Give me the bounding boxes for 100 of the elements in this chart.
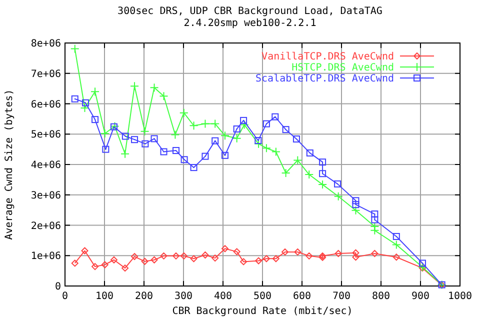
point <box>80 104 90 113</box>
point <box>200 119 210 128</box>
point <box>306 252 313 260</box>
x-tick-label: 200 <box>134 291 154 302</box>
point <box>371 216 378 224</box>
point <box>172 252 180 260</box>
point <box>282 126 290 134</box>
point <box>122 132 129 140</box>
point <box>202 152 209 160</box>
point <box>190 164 198 172</box>
point <box>293 156 302 165</box>
point <box>262 255 270 262</box>
point <box>120 149 130 158</box>
x-axis-title: CBR Background Rate (mbit/sec) <box>172 306 353 317</box>
point <box>233 248 240 256</box>
point <box>122 264 129 272</box>
point <box>150 256 158 264</box>
point <box>392 240 401 250</box>
point <box>102 146 110 153</box>
point <box>160 252 168 260</box>
y-tick-label: 6e+06 <box>30 99 61 110</box>
point <box>306 149 314 156</box>
point <box>255 257 262 264</box>
point <box>131 136 138 144</box>
point <box>210 119 220 128</box>
legend-label: ScalableTCP.DRS AveCwnd <box>256 74 394 84</box>
y-tick-label: 4e+06 <box>30 160 61 171</box>
point <box>220 131 230 140</box>
point <box>371 250 378 257</box>
point <box>281 168 290 178</box>
point <box>142 140 149 148</box>
point <box>82 99 90 106</box>
point <box>352 197 360 204</box>
point <box>334 180 342 188</box>
point <box>180 156 188 164</box>
point <box>190 255 198 262</box>
point <box>271 147 280 156</box>
point <box>170 130 180 140</box>
point <box>262 120 270 128</box>
x-tick-label: 800 <box>372 291 390 302</box>
x-tick-label: 500 <box>253 291 272 302</box>
point <box>90 87 100 96</box>
y-tick-label: 0 <box>54 282 61 292</box>
point <box>110 256 118 264</box>
point <box>334 192 343 201</box>
point <box>352 254 360 261</box>
point <box>140 126 150 136</box>
point <box>392 232 400 240</box>
y-tick-label: 7e+06 <box>30 68 61 80</box>
point <box>141 258 148 265</box>
point <box>351 206 360 215</box>
point <box>101 261 108 268</box>
point <box>150 135 158 142</box>
point <box>202 252 209 259</box>
point <box>70 44 80 54</box>
x-tick-label: 400 <box>214 291 232 302</box>
point <box>262 144 271 153</box>
y-tick-label: 8e+06 <box>30 38 61 50</box>
point <box>282 248 289 256</box>
legend-label: VanillaTCP.DRS AveCwnd <box>262 52 394 62</box>
y-tick-label: 1e+06 <box>30 251 61 262</box>
y-tick-label: 2e+06 <box>30 220 61 232</box>
point <box>92 116 99 124</box>
legend-label: HSTCP.DRS AveCwnd <box>292 62 394 74</box>
point <box>233 125 240 132</box>
point <box>352 201 360 208</box>
point <box>212 254 219 262</box>
point <box>418 260 426 267</box>
x-tick-label: 600 <box>292 291 312 302</box>
point <box>71 95 78 102</box>
point <box>318 180 328 190</box>
chart-title: 300sec DRS, UDP CBR Background Load, DataTAG <box>118 6 382 17</box>
x-tick-label: 100 <box>95 291 114 302</box>
point <box>160 148 168 156</box>
y-tick-label: 3e+06 <box>30 190 61 202</box>
point <box>292 135 300 142</box>
point <box>272 113 279 120</box>
point <box>150 83 159 92</box>
x-tick-label: 900 <box>411 291 430 302</box>
point <box>352 249 360 256</box>
point <box>159 92 168 101</box>
point <box>392 254 400 261</box>
x-tick-label: 700 <box>332 291 351 302</box>
point <box>221 152 228 159</box>
point <box>319 170 326 178</box>
point <box>232 134 242 143</box>
point <box>180 252 188 260</box>
chart-subtitle: 2.4.20smp web100-2.2.1 <box>184 18 316 29</box>
y-axis-title: Average Cwnd Size (bytes) <box>4 89 15 240</box>
point <box>304 170 314 180</box>
x-tick-label: 300 <box>174 291 193 302</box>
point <box>334 250 342 257</box>
point <box>240 116 248 124</box>
point <box>254 139 264 148</box>
point <box>240 120 249 130</box>
point <box>371 210 378 218</box>
point <box>81 247 88 254</box>
point <box>130 82 140 91</box>
point <box>131 253 138 260</box>
point <box>189 121 198 130</box>
